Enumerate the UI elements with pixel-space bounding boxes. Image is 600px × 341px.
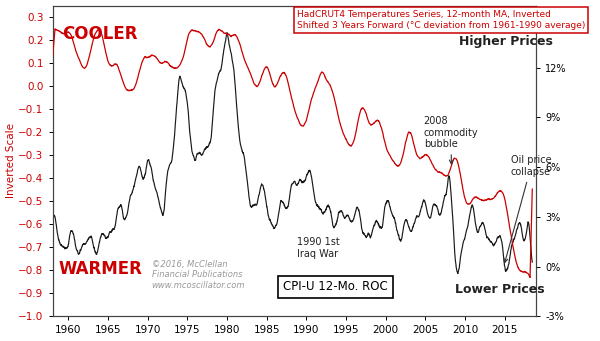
Y-axis label: Inverted Scale: Inverted Scale xyxy=(5,123,16,198)
Text: 2008
commodity
bubble: 2008 commodity bubble xyxy=(424,116,478,164)
Text: CPI-U 12-Mo. ROC: CPI-U 12-Mo. ROC xyxy=(283,280,388,293)
Text: Oil price
collapse: Oil price collapse xyxy=(504,155,551,263)
Text: Higher Prices: Higher Prices xyxy=(458,35,553,48)
Text: Lower Prices: Lower Prices xyxy=(455,283,545,296)
Text: 1990 1st
Iraq War: 1990 1st Iraq War xyxy=(297,237,340,258)
Text: HadCRUT4 Temperatures Series, 12-month MA, Inverted
Shifted 3 Years Forward (°C : HadCRUT4 Temperatures Series, 12-month M… xyxy=(297,10,585,30)
Text: COOLER: COOLER xyxy=(62,25,137,43)
Text: WARMER: WARMER xyxy=(59,260,143,278)
Text: ©2016, McClellan
Financial Publications
www.mcoscillator.com: ©2016, McClellan Financial Publications … xyxy=(152,260,245,290)
